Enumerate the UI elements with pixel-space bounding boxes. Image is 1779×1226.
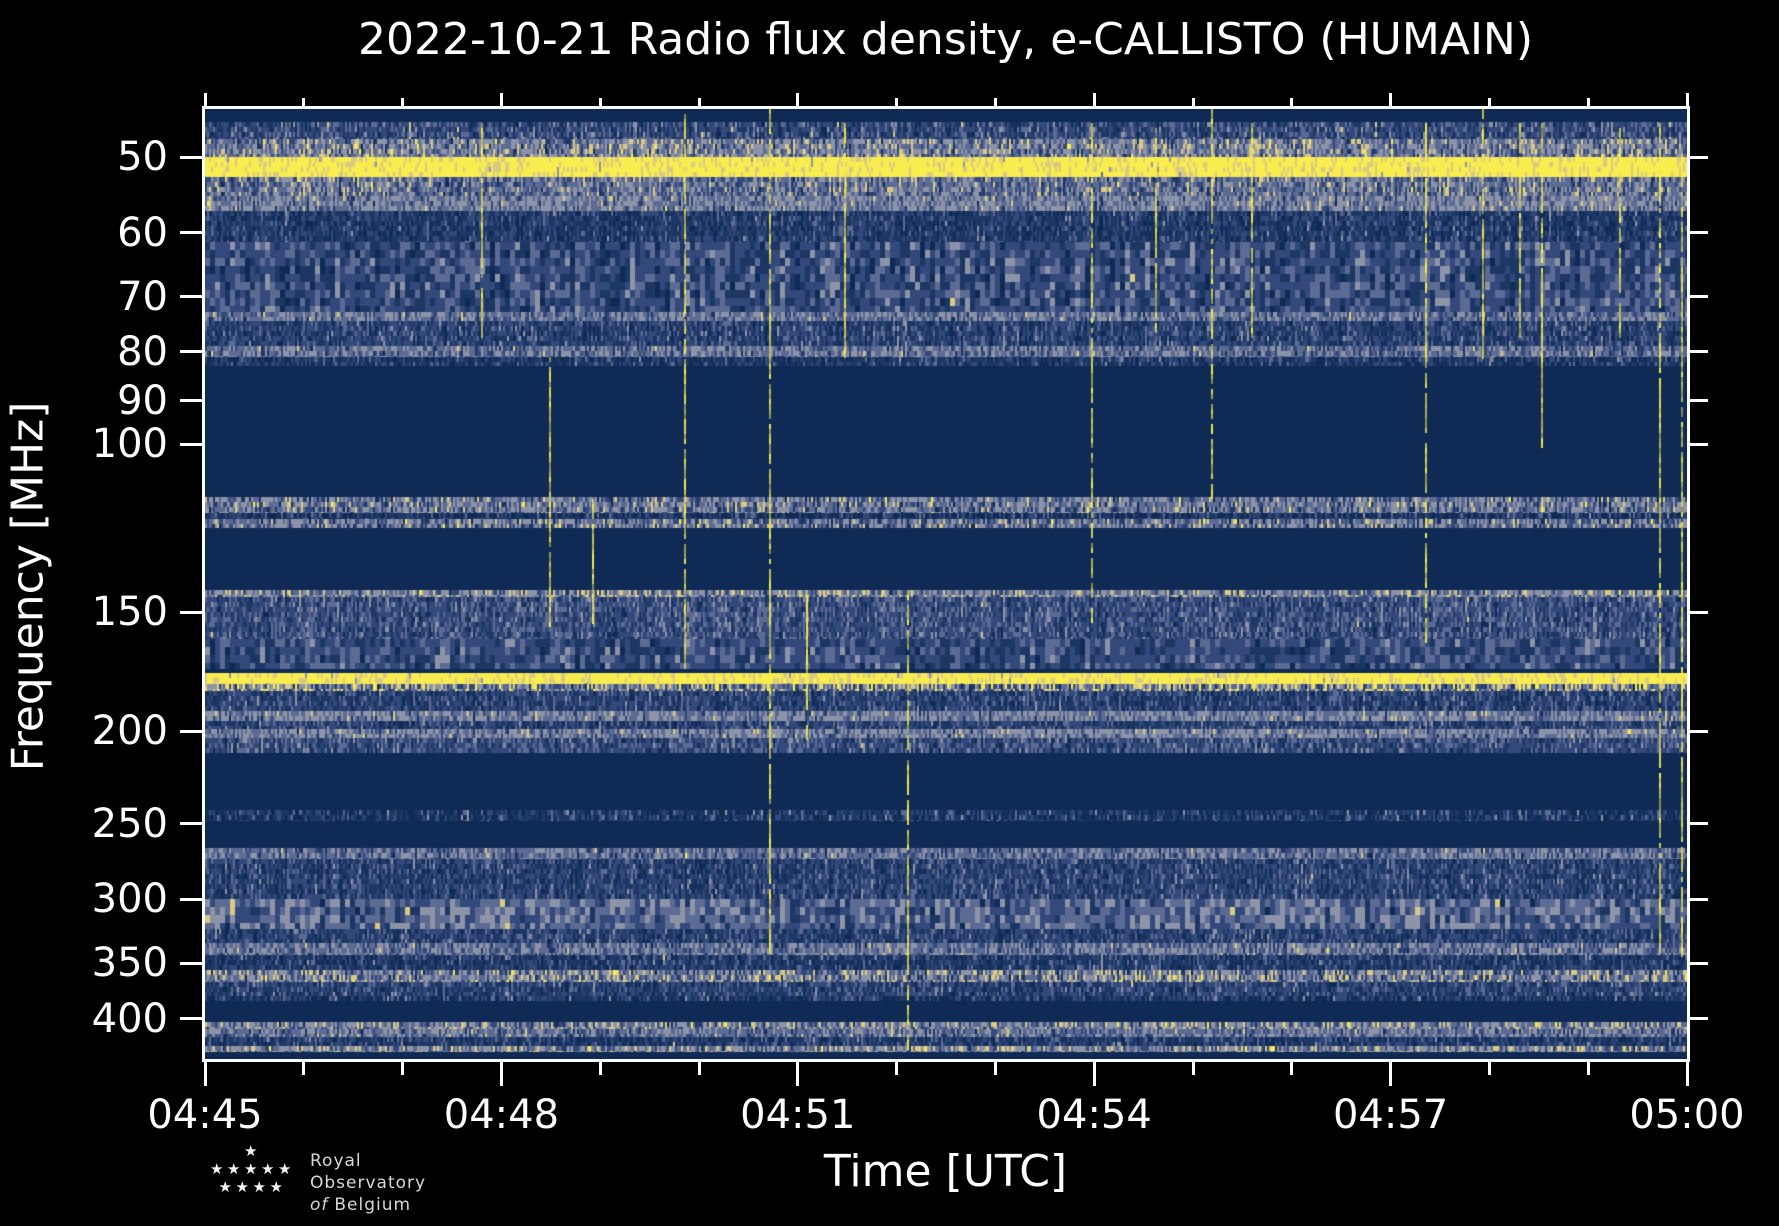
y-tick-label: 200 — [91, 708, 168, 755]
x-minor-tick — [895, 1062, 899, 1075]
y-axis-label: Frequency [MHz] — [2, 401, 54, 772]
y-major-tick-right — [1690, 399, 1708, 403]
x-minor-tick-top — [302, 98, 306, 106]
x-major-tick-top — [1685, 93, 1689, 106]
star-icon: ★ — [235, 1178, 249, 1196]
x-minor-tick-top — [598, 98, 602, 106]
x-major-tick-top — [796, 93, 800, 106]
x-minor-tick — [1191, 1062, 1195, 1075]
x-major-tick — [499, 1062, 503, 1086]
x-axis-label: Time [UTC] — [823, 1146, 1068, 1197]
y-tick-label: 70 — [117, 273, 168, 320]
star-icon: ★ — [252, 1178, 266, 1196]
x-minor-tick — [598, 1062, 602, 1075]
x-minor-tick — [1487, 1062, 1491, 1075]
spectrogram-canvas — [205, 109, 1687, 1059]
rob-logo-line1: Royal Observatory — [310, 1151, 427, 1193]
x-minor-tick — [302, 1062, 306, 1075]
star-icon: ★ — [227, 1160, 241, 1178]
x-minor-tick-top — [993, 98, 997, 106]
y-major-tick — [180, 822, 202, 826]
y-major-tick — [180, 231, 202, 235]
y-major-tick — [180, 729, 202, 733]
x-major-tick-top — [1092, 93, 1096, 106]
page-title: 2022-10-21 Radio flux density, e-CALLIST… — [357, 14, 1534, 65]
y-major-tick-right — [1690, 155, 1708, 159]
star-icon: ★ — [261, 1160, 275, 1178]
x-minor-tick-top — [895, 98, 899, 106]
y-major-tick — [180, 442, 202, 446]
x-major-tick-top — [1389, 93, 1393, 106]
x-minor-tick-top — [697, 98, 701, 106]
y-tick-label: 400 — [91, 995, 168, 1042]
x-major-tick — [1092, 1062, 1096, 1086]
x-minor-tick-top — [1191, 98, 1195, 106]
star-icon: ★ — [278, 1160, 292, 1178]
y-major-tick-right — [1690, 610, 1708, 614]
y-major-tick-right — [1690, 1017, 1708, 1021]
y-tick-label: 80 — [117, 328, 168, 375]
y-major-tick — [180, 961, 202, 965]
y-tick-label: 50 — [117, 134, 168, 181]
rob-logo-text: Royal Observatory of Belgium — [310, 1150, 426, 1216]
x-minor-tick — [1586, 1062, 1590, 1075]
x-tick-label: 04:45 — [147, 1092, 263, 1138]
x-minor-tick — [1290, 1062, 1294, 1075]
x-major-tick-top — [499, 93, 503, 106]
x-tick-label: 04:48 — [443, 1092, 560, 1138]
y-major-tick-right — [1690, 295, 1708, 299]
star-icon: ★ — [210, 1160, 224, 1178]
star-icon: ★ — [218, 1178, 232, 1196]
star-icon: ★ — [244, 1142, 258, 1160]
y-major-tick-right — [1690, 350, 1708, 354]
x-tick-label: 04:51 — [740, 1092, 856, 1138]
x-minor-tick-top — [1487, 98, 1491, 106]
y-tick-label: 60 — [117, 209, 168, 256]
x-tick-label: 04:57 — [1332, 1092, 1449, 1138]
x-major-tick — [203, 1062, 207, 1086]
y-major-tick — [180, 350, 202, 354]
x-major-tick — [1389, 1062, 1393, 1086]
x-minor-tick-top — [1290, 98, 1294, 106]
y-tick-label: 90 — [117, 377, 168, 424]
y-major-tick — [180, 399, 202, 403]
y-major-tick-right — [1690, 822, 1708, 826]
y-major-tick-right — [1690, 897, 1708, 901]
y-major-tick-right — [1690, 961, 1708, 965]
y-major-tick — [180, 610, 202, 614]
rob-logo-line2: of Belgium — [310, 1195, 412, 1215]
y-major-tick — [180, 897, 202, 901]
x-tick-label: 05:00 — [1629, 1092, 1745, 1138]
y-major-tick-right — [1690, 442, 1708, 446]
star-icon: ★ — [244, 1160, 258, 1178]
y-tick-label: 250 — [91, 800, 168, 847]
y-tick-label: 150 — [91, 589, 168, 636]
x-major-tick — [1685, 1062, 1689, 1086]
star-icon: ★ — [269, 1178, 283, 1196]
x-minor-tick — [697, 1062, 701, 1075]
y-major-tick-right — [1690, 231, 1708, 235]
x-minor-tick-top — [1586, 98, 1590, 106]
y-major-tick-right — [1690, 729, 1708, 733]
x-major-tick — [796, 1062, 800, 1086]
y-tick-label: 350 — [91, 940, 168, 987]
x-minor-tick — [401, 1062, 405, 1075]
x-minor-tick — [993, 1062, 997, 1075]
x-minor-tick-top — [401, 98, 405, 106]
y-major-tick — [180, 295, 202, 299]
x-major-tick-top — [203, 93, 207, 106]
y-major-tick — [180, 1017, 202, 1021]
y-tick-label: 300 — [91, 876, 168, 923]
y-major-tick — [180, 155, 202, 159]
y-tick-label: 100 — [91, 421, 168, 468]
x-tick-label: 04:54 — [1036, 1092, 1152, 1138]
